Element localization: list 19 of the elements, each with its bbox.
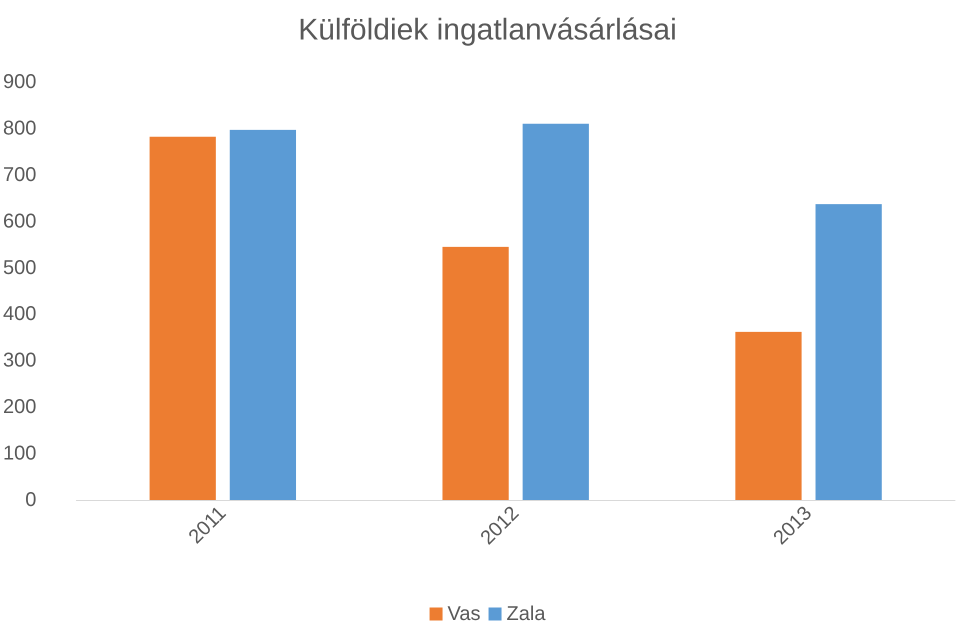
legend-label: Vas [448, 603, 481, 625]
y-tick-label: 500 [2, 256, 36, 279]
y-tick-label: 100 [2, 442, 36, 465]
bar [442, 246, 509, 500]
chart-title: Külföldiek ingatlanvásárlásai [298, 14, 677, 46]
y-tick-label: 900 [2, 71, 36, 93]
y-tick-label: 0 [25, 489, 36, 511]
y-tick-label: 300 [2, 350, 36, 372]
bar [816, 204, 882, 500]
y-tick-label: 200 [2, 396, 36, 418]
y-tick-label: 400 [2, 303, 36, 326]
legend-label: Zala [506, 603, 546, 625]
bar [150, 136, 216, 500]
y-tick-label: 700 [2, 164, 36, 186]
bar [522, 124, 589, 500]
bar [230, 130, 296, 500]
bar [735, 332, 802, 500]
y-tick-label: 800 [2, 117, 36, 140]
y-tick-label: 600 [2, 210, 36, 232]
